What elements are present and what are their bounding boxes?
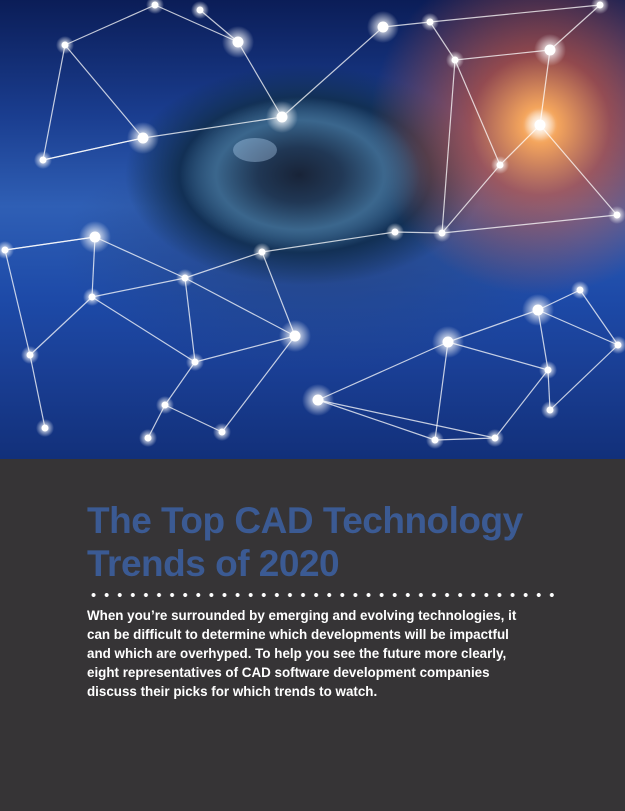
network-node: [41, 424, 49, 432]
network-line: [549, 344, 619, 411]
network-line: [91, 296, 196, 363]
network-line: [194, 335, 296, 363]
network-line: [184, 251, 263, 279]
network-line: [579, 289, 619, 346]
network-node: [88, 293, 96, 301]
network-line: [91, 277, 186, 298]
network-node: [196, 6, 204, 14]
network-line: [447, 341, 549, 371]
hero-image: [0, 0, 625, 459]
network-line: [434, 437, 496, 441]
network-node: [426, 18, 434, 26]
network-node: [613, 211, 621, 219]
network-node: [137, 132, 149, 144]
network-line: [539, 124, 618, 216]
network-line: [317, 399, 496, 439]
network-node: [276, 111, 288, 123]
network-node: [546, 406, 554, 414]
network-line: [261, 231, 396, 253]
network-node: [258, 248, 266, 256]
network-line: [184, 277, 196, 363]
network-line: [441, 164, 501, 234]
network-line: [281, 26, 384, 118]
network-node: [544, 44, 556, 56]
network-node: [438, 229, 446, 237]
network-line: [429, 4, 601, 23]
eye-iris: [180, 97, 420, 253]
network-node: [144, 434, 152, 442]
network-line: [4, 249, 31, 356]
article-intro-section: The Top CAD Technology Trends of 2020 Wh…: [0, 459, 625, 811]
network-line: [142, 116, 283, 139]
network-line: [317, 341, 449, 401]
network-node: [26, 351, 34, 359]
network-node: [496, 161, 504, 169]
network-node: [289, 330, 301, 342]
network-node: [161, 401, 169, 409]
network-node: [431, 436, 439, 444]
network-line: [64, 44, 144, 139]
network-line: [494, 369, 549, 439]
network-node: [491, 434, 499, 442]
article-title: The Top CAD Technology Trends of 2020: [87, 500, 523, 584]
network-node: [614, 341, 622, 349]
network-line: [441, 214, 618, 234]
network-line: [29, 354, 46, 429]
network-node: [544, 366, 552, 374]
network-node: [61, 41, 69, 49]
network-line: [434, 341, 449, 441]
network-node: [442, 336, 454, 348]
network-line: [64, 4, 156, 46]
network-line: [42, 44, 66, 161]
network-line: [184, 277, 296, 337]
network-line: [94, 236, 186, 279]
network-node: [89, 231, 101, 243]
network-node: [191, 358, 199, 366]
network-line: [29, 296, 93, 356]
network-line: [221, 335, 296, 433]
network-line: [441, 59, 456, 234]
network-node: [1, 246, 9, 254]
network-node: [39, 156, 47, 164]
network-line: [454, 59, 501, 166]
network-node: [312, 394, 324, 406]
article-intro-text: When you’re surrounded by emerging and e…: [87, 608, 517, 699]
network-node: [218, 428, 226, 436]
network-node: [181, 274, 189, 282]
network-line: [164, 404, 223, 433]
network-line: [42, 137, 144, 161]
network-node: [451, 56, 459, 64]
network-node: [576, 286, 584, 294]
eye-highlight: [233, 138, 277, 162]
network-node: [596, 1, 604, 9]
network-node: [391, 228, 399, 236]
network-node: [534, 119, 546, 131]
network-node: [232, 36, 244, 48]
network-node: [151, 1, 159, 9]
network-node: [377, 21, 389, 33]
network-overlay: [0, 0, 625, 449]
network-line: [317, 399, 436, 441]
network-node: [532, 304, 544, 316]
dotted-divider: [87, 592, 557, 598]
